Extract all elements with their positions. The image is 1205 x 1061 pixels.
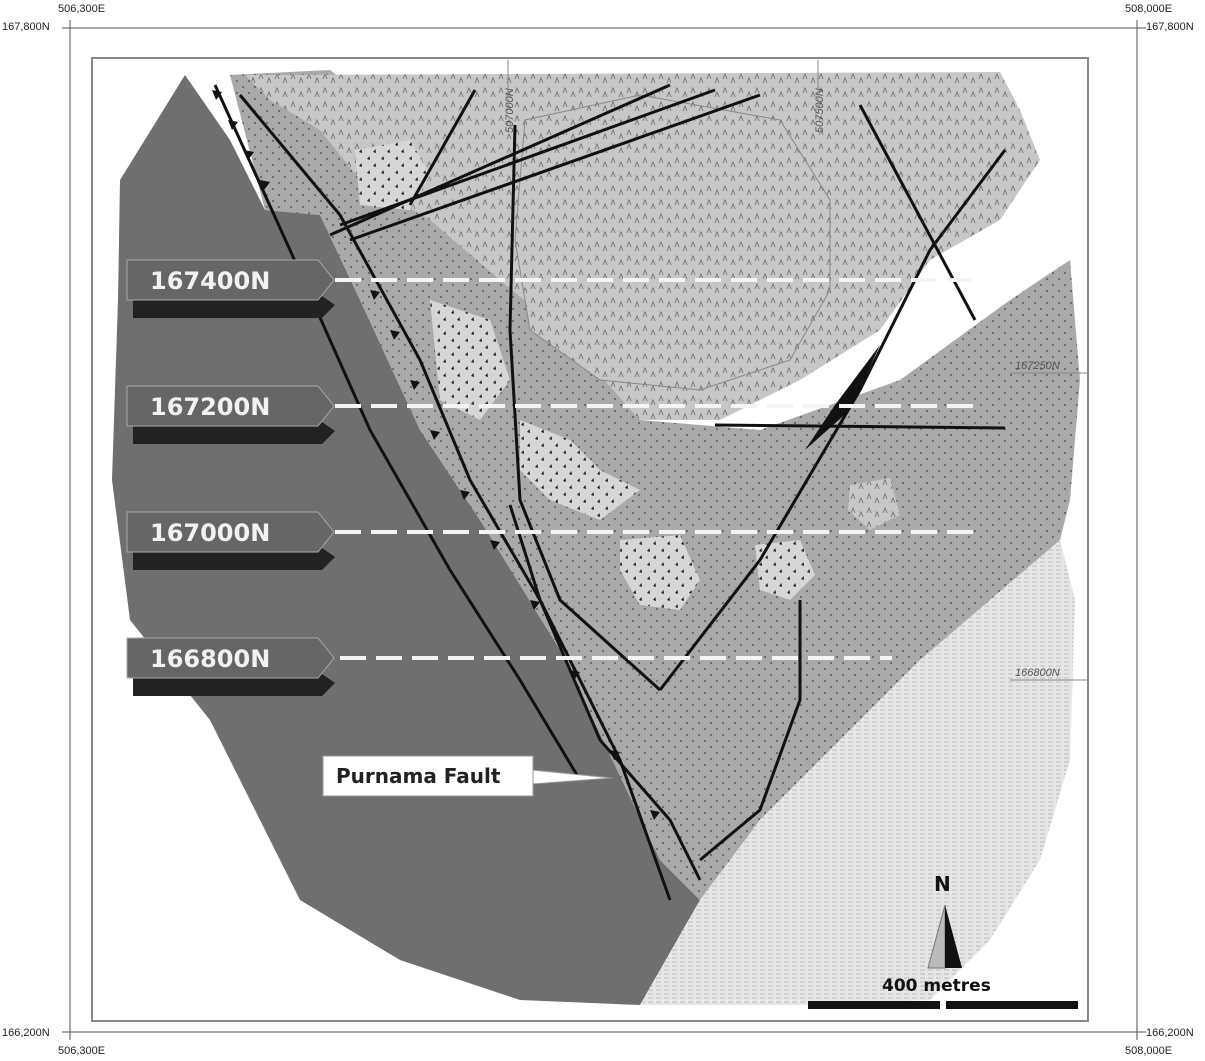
unit-breccia-4 xyxy=(620,535,700,610)
coord-top-right-northing: 167,800N xyxy=(1146,21,1194,33)
unit-breccia-3 xyxy=(520,420,640,520)
unit-breccia-2 xyxy=(430,300,510,420)
coord-bottom-left-easting: 506,300E xyxy=(58,1045,106,1057)
north-arrow: N xyxy=(927,872,962,969)
unit-sediment xyxy=(640,540,1075,1005)
fault-callout: Purnama Fault xyxy=(322,755,613,797)
scale-bar: 400 metres xyxy=(808,976,1078,1009)
grid-label-166800: 166800N xyxy=(1015,667,1060,679)
scale-label: 400 metres xyxy=(882,976,991,996)
section-label-166800: 166800N xyxy=(150,645,270,673)
unit-breccia-1 xyxy=(355,140,430,210)
section-label-167400: 167400N xyxy=(150,267,270,295)
thrust-teeth xyxy=(212,90,660,820)
unit-tuff xyxy=(230,70,1080,900)
grid-label-167250: 167250N xyxy=(1015,360,1060,372)
section-lines xyxy=(335,278,975,660)
section-label-167200: 167200N xyxy=(150,393,270,421)
section-box-167200: 167200N xyxy=(126,385,335,444)
unit-dome xyxy=(514,94,831,391)
map-frame xyxy=(69,27,1138,1033)
section-box-167000: 167000N xyxy=(126,511,335,570)
unit-breccia-6 xyxy=(848,478,900,530)
section-box-167400: 167400N xyxy=(126,259,335,318)
coord-top-right-easting: 508,000E xyxy=(1125,3,1173,15)
coord-bottom-right-northing: 166,200N xyxy=(1146,1027,1194,1039)
coord-top-left-northing: 167,800N xyxy=(2,21,50,33)
unit-breccia-5 xyxy=(755,540,815,600)
grid-label-507500: 507500N xyxy=(814,88,826,133)
fault-lines xyxy=(213,83,1007,901)
north-label: N xyxy=(934,872,951,896)
section-box-166800: 166800N xyxy=(126,637,335,696)
coord-bottom-left-northing: 166,200N xyxy=(2,1027,50,1039)
coord-top-left-easting: 506,300E xyxy=(58,3,106,15)
grid-label-507000: 507000N xyxy=(504,88,516,133)
section-label-167000: 167000N xyxy=(150,519,270,547)
fault-lens xyxy=(805,345,880,450)
fault-label: Purnama Fault xyxy=(336,764,501,788)
coord-bottom-right-easting: 508,000E xyxy=(1125,1045,1173,1057)
